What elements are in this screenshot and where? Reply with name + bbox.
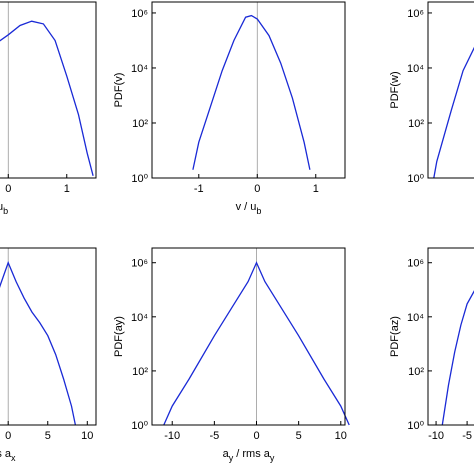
x-tick-label: 5: [296, 430, 302, 442]
x-tick-label: -10: [164, 430, 180, 442]
x-tick-label: 10: [335, 430, 347, 442]
x-tick-label: 5: [45, 430, 51, 442]
y-tick-label: 10⁴: [407, 312, 424, 324]
y-tick-label: 10²: [132, 366, 148, 378]
x-tick-label: 1: [64, 183, 70, 195]
axes-box: [0, 247, 97, 426]
x-label-text: a: [223, 448, 230, 460]
y-tick-label: 10⁶: [407, 258, 424, 270]
y-tick-label: 10⁰: [407, 173, 424, 185]
y-axis-label: PDF(v): [113, 73, 125, 108]
y-tick-label: 10⁰: [131, 420, 148, 432]
y-tick-label: 10⁶: [131, 258, 148, 270]
x-tick-label: 0: [5, 430, 11, 442]
y-tick-label: 10²: [132, 118, 148, 130]
x-tick-label: -5: [209, 430, 219, 442]
pdf-line: [0, 260, 77, 426]
pdf-line: [433, 46, 474, 179]
x-label-subscript: y: [270, 453, 275, 463]
x-axis-label: rms ax: [0, 448, 16, 463]
axes-box: [427, 1, 474, 179]
pdf-line: [163, 261, 350, 426]
x-label-subscript: b: [3, 206, 8, 216]
y-tick-label: 10²: [408, 118, 424, 130]
x-tick-label: 0: [254, 183, 260, 195]
x-tick-label: 10: [81, 430, 93, 442]
axes-box: [151, 1, 346, 179]
y-tick-label: 10⁴: [131, 312, 148, 324]
x-tick-label: -1: [194, 183, 204, 195]
x-label-text: v / u: [236, 201, 257, 213]
axes-box: [427, 247, 474, 426]
y-axis-label: PDF(az): [389, 316, 401, 357]
pdf-line: [192, 14, 311, 170]
x-tick-label: -5: [462, 430, 472, 442]
y-tick-label: 10⁴: [131, 63, 148, 75]
y-tick-label: 10⁰: [407, 420, 424, 432]
x-axis-label: ay / rms ay: [223, 448, 275, 463]
y-tick-label: 10⁶: [131, 8, 148, 20]
x-label-subscript: b: [256, 206, 261, 216]
y-tick-label: 10²: [408, 366, 424, 378]
pdf-line: [0, 20, 94, 176]
x-axis-label: v / ub: [236, 201, 262, 216]
pdf-line: [441, 290, 474, 426]
y-axis-label: PDF(ay): [113, 316, 125, 357]
y-tick-label: 10⁰: [131, 173, 148, 185]
x-tick-label: 0: [253, 430, 259, 442]
x-axis-label: / ub: [0, 201, 8, 216]
y-tick-label: 10⁴: [407, 63, 424, 75]
x-label-subscript: x: [11, 453, 16, 463]
x-label-subscript: y: [229, 453, 234, 463]
x-tick-label: 0: [5, 183, 11, 195]
axes-box: [0, 1, 97, 179]
x-label-text: / u: [0, 201, 3, 213]
x-tick-label: -10: [428, 430, 444, 442]
x-label-text: rms a: [0, 448, 12, 460]
x-label-text: / rms a: [233, 448, 271, 460]
y-axis-label: PDF(w): [389, 71, 401, 108]
y-tick-label: 10⁶: [407, 8, 424, 20]
axes-box: [151, 247, 346, 426]
x-tick-label: 1: [313, 183, 319, 195]
